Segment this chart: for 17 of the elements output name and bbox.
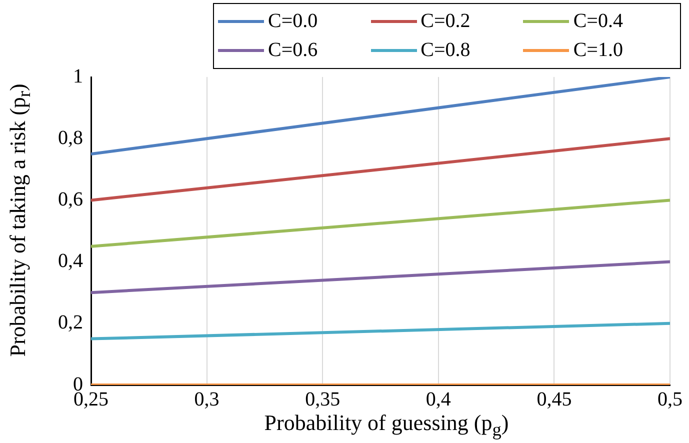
x-tick-label: 0,5	[658, 388, 682, 410]
legend-label: C=0.6	[268, 39, 318, 62]
y-tick-label: 0,6	[58, 188, 83, 210]
legend-label: C=0.8	[420, 39, 470, 62]
legend-label: C=0.4	[573, 10, 623, 33]
x-tick-label: 0,4	[426, 388, 451, 410]
x-axis-title: Probability of guessing (p$_{g}$)	[263, 410, 510, 440]
legend-label: C=1.0	[573, 39, 623, 62]
y-tick-label: 0,4	[58, 250, 83, 272]
legend-label: C=0.2	[420, 10, 470, 33]
x-tick-label: 0,35	[305, 388, 340, 410]
legend-label: C=0.0	[268, 10, 318, 33]
y-tick-label: 0,2	[58, 312, 83, 334]
y-tick-label: 1	[73, 65, 83, 88]
x-tick-label: 0,3	[194, 388, 220, 410]
x-tick-label: 0,45	[536, 388, 572, 410]
y-tick-label: 0,8	[58, 126, 83, 149]
